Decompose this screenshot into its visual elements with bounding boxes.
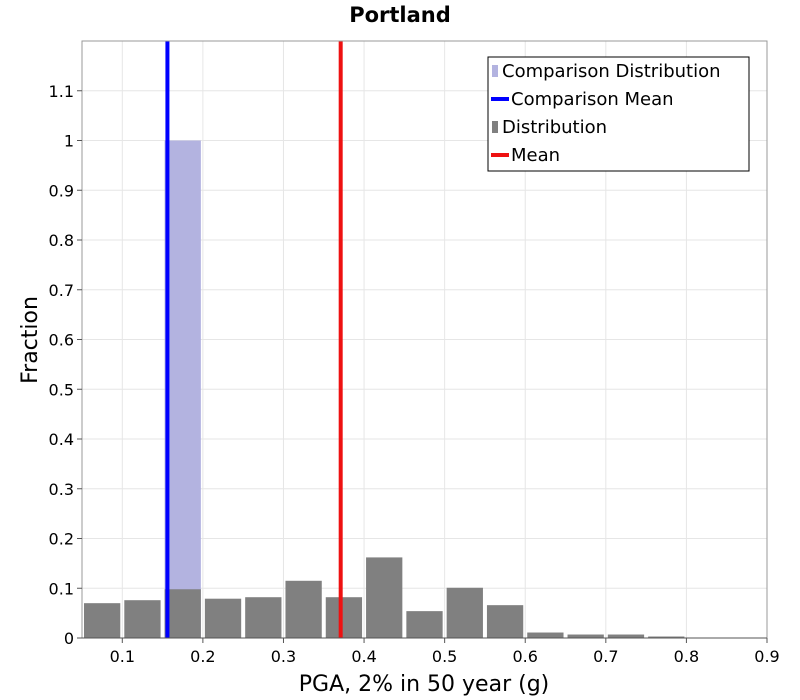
legend: Comparison Distribution Comparison Mean Di… [487,56,750,172]
y-tick-label-3: 0.3 [49,480,74,499]
bar-distribution-3 [204,598,242,638]
legend-box [487,56,750,172]
bar-distribution-14 [648,636,685,638]
x-tick-label-2: 0.3 [271,647,296,666]
legend-label-mean: Mean [511,145,560,166]
x-axis-label: PGA, 2% in 50 year (g) [299,672,550,697]
bar-distribution-1 [124,600,161,638]
y-tick-label-6: 0.6 [49,331,74,350]
bar-distribution-6 [325,597,363,638]
x-tick-label-4: 0.5 [432,647,457,666]
x-tick-label-8: 0.9 [754,647,779,666]
y-tick-label-0: 0 [64,629,74,648]
y-tick-label-8: 0.8 [49,231,74,250]
y-tick-label-2: 0.2 [49,530,74,549]
y-tick-label-1: 0.1 [49,579,74,598]
y-tick-label-9: 0.9 [49,181,74,200]
bar-distribution-11 [527,632,564,638]
x-tick-label-7: 0.8 [674,647,699,666]
x-tick-label-1: 0.2 [190,647,215,666]
bar-distribution-5 [285,580,322,638]
bar-distribution-2 [164,589,201,638]
legend-label-comparison-distribution: Comparison Distribution [502,61,721,82]
y-tick-label-4: 0.4 [49,430,74,449]
legend-label-comparison-mean: Comparison Mean [511,89,674,110]
legend-swatch-comparison-distribution [492,65,498,77]
x-tick-label-0: 0.1 [110,647,135,666]
legend-swatch-distribution [492,121,498,133]
bar-distribution-12 [567,634,604,638]
y-axis-label: Fraction [18,296,43,384]
bar-distribution-13 [607,634,645,638]
bar-distribution-0 [84,603,121,638]
x-tick-label-3: 0.4 [351,647,376,666]
bar-distribution-10 [486,605,524,638]
y-tick-label-5: 0.5 [49,380,74,399]
bar-distribution-8 [406,611,443,638]
bar-distribution-7 [366,557,403,638]
chart-title: Portland [349,3,451,27]
y-tick-label-11: 1.1 [49,82,74,101]
y-tick-label-7: 0.7 [49,281,74,300]
x-tick-label-5: 0.6 [513,647,538,666]
x-tick-label-6: 0.7 [593,647,618,666]
legend-label-distribution: Distribution [502,117,607,138]
bar-distribution-9 [446,587,483,638]
bar-distribution-4 [245,597,282,638]
bar-comparison-distribution-0 [164,140,201,638]
y-tick-label-10: 1 [64,132,74,151]
